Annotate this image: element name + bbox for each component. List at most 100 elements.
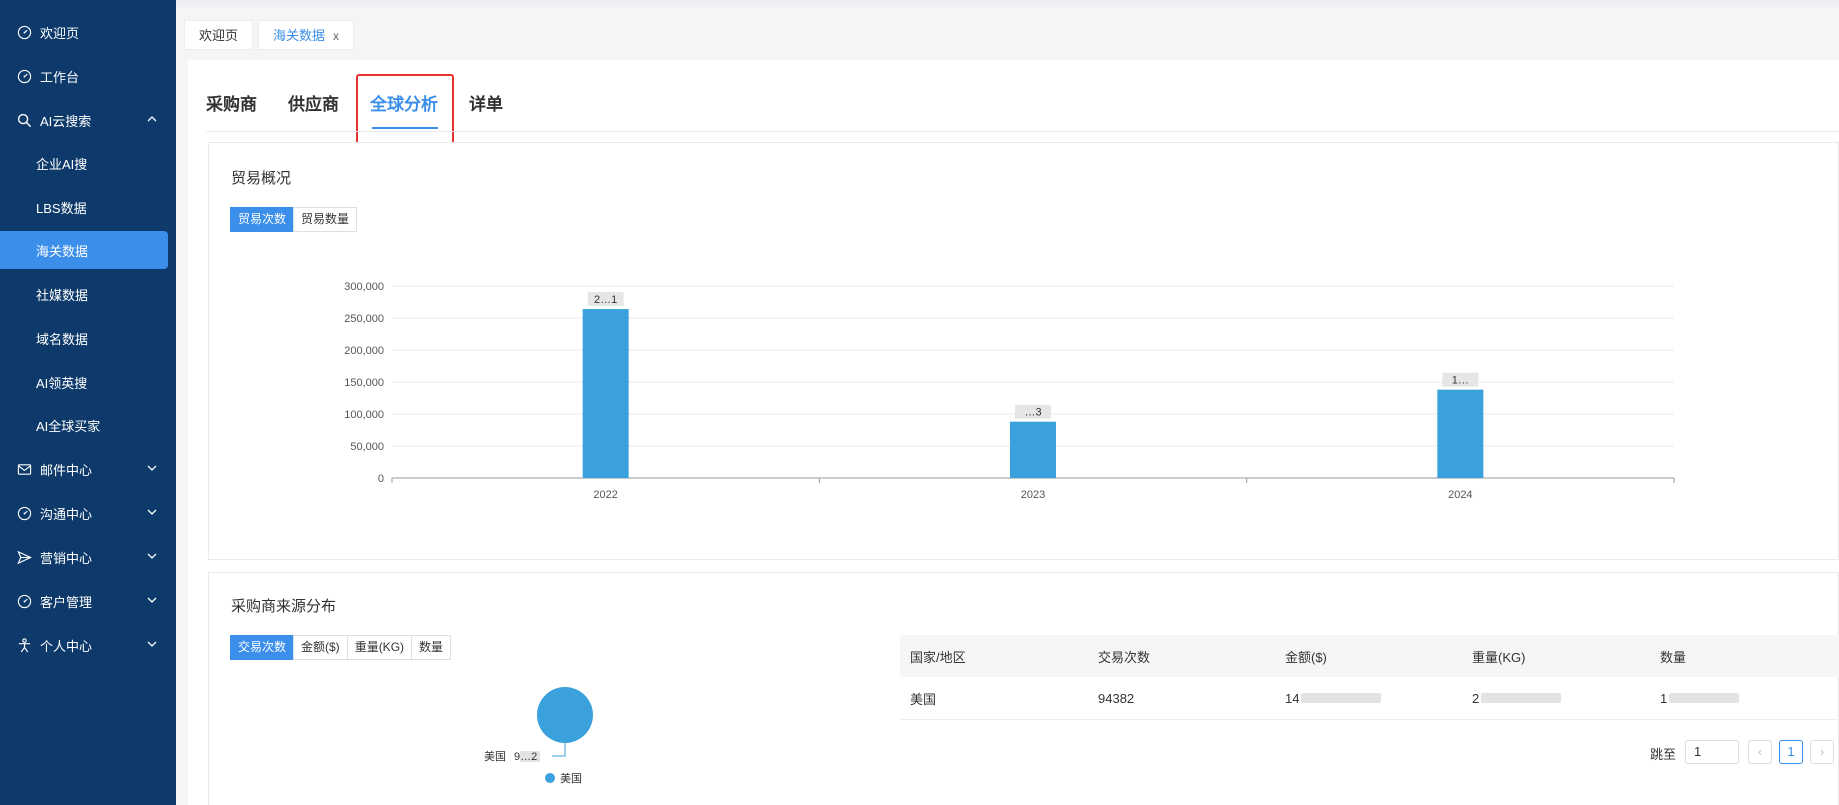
- redacted-value: [1301, 693, 1382, 703]
- btn-trade-quantity[interactable]: 贸易数量: [293, 207, 358, 232]
- sidebar-item-label: 邮件中心: [40, 462, 93, 478]
- chevron-up-icon: [147, 116, 157, 122]
- btn-amount[interactable]: 金额($): [293, 635, 348, 660]
- sidebar-item-welcome[interactable]: 欢迎页: [0, 13, 176, 51]
- btn-transaction-count[interactable]: 交易次数: [230, 635, 295, 660]
- col-weight: 重量(KG): [1472, 649, 1526, 665]
- tab-global-analysis[interactable]: 全球分析: [370, 95, 438, 114]
- mail-icon: [16, 461, 32, 477]
- sidebar-item-label: 营销中心: [40, 550, 93, 566]
- tab-suppliers[interactable]: 供应商: [288, 95, 339, 114]
- y-tick-label: 150,000: [344, 377, 384, 389]
- search-icon: [16, 112, 32, 128]
- y-tick-label: 50,000: [350, 441, 384, 453]
- col-quantity: 数量: [1660, 649, 1687, 665]
- tag-bar: 欢迎页 海关数据 x: [176, 0, 1839, 56]
- sidebar-sub-linkedin[interactable]: AI领英搜: [0, 363, 176, 401]
- sidebar-item-customers[interactable]: 客户管理: [0, 582, 176, 620]
- dashboard-icon: [16, 505, 32, 521]
- tag-customs[interactable]: 海关数据 x: [258, 20, 355, 50]
- sidebar-item-marketing[interactable]: 营销中心: [0, 538, 176, 576]
- sidebar-sub-global-buyers[interactable]: AI全球买家: [0, 406, 176, 444]
- bar-value-label: 2…1: [594, 294, 617, 306]
- chevron-down-icon: [147, 553, 157, 559]
- bar-value-label: …3: [1024, 407, 1041, 419]
- table-header: 国家/地区 交易次数 金额($) 重量(KG) 数量: [900, 635, 1839, 677]
- btn-trade-count[interactable]: 贸易次数: [230, 207, 295, 232]
- page-1-button[interactable]: 1: [1779, 740, 1803, 764]
- chevron-down-icon: [147, 641, 157, 647]
- legend-label[interactable]: 美国: [560, 772, 582, 785]
- sidebar-sub-lbs[interactable]: LBS数据: [0, 188, 176, 226]
- buyer-source-pie: 美国 9…2 美国: [484, 687, 593, 785]
- cell-amount-value: 14: [1285, 690, 1300, 706]
- sidebar-item-personal[interactable]: 个人中心: [0, 626, 176, 664]
- sidebar-item-communication[interactable]: 沟通中心: [0, 494, 176, 532]
- buyer-source-card: 采购商来源分布 交易次数 金额($) 重量(KG) 数量: [208, 572, 1839, 805]
- sidebar-item-workbench[interactable]: 工作台: [0, 57, 176, 95]
- sidebar-sub-domain[interactable]: 域名数据: [0, 319, 176, 357]
- x-tick-label: 2024: [1448, 489, 1472, 501]
- sidebar: 欢迎页 工作台 AI云搜索 企业AI搜 LBS数据 海关数据 社媒数据 域名数据…: [0, 0, 176, 805]
- trade-overview-card: 贸易概况 贸易次数 贸易数量: [208, 142, 1839, 560]
- cell-quantity-value: 1: [1660, 690, 1668, 706]
- tabs-divider: [206, 131, 1839, 132]
- jump-input[interactable]: 1: [1685, 740, 1739, 764]
- sidebar-item-mail[interactable]: 邮件中心: [0, 450, 176, 488]
- tab-active-underline: [372, 127, 438, 129]
- dashboard-icon: [16, 24, 32, 40]
- y-tick-label: 0: [378, 473, 384, 485]
- bar-value-label: 1…: [1452, 375, 1469, 387]
- bar-2023[interactable]: [1010, 421, 1056, 478]
- prev-page-button[interactable]: ‹: [1748, 740, 1772, 764]
- tab-details[interactable]: 详单: [469, 95, 503, 114]
- chart-x-ticks: 2022 2023 2024: [593, 489, 1472, 501]
- btn-weight[interactable]: 重量(KG): [346, 635, 413, 660]
- sidebar-item-label: 工作台: [40, 69, 80, 85]
- pie-label-blur: [520, 751, 540, 762]
- chart-y-ticks: 0 50,000 100,000 150,000 200,000 250,000 300,0…: [344, 281, 384, 485]
- redacted-value: [1669, 693, 1740, 703]
- chevron-down-icon: [147, 465, 157, 471]
- pie-label-value: 9…2: [514, 751, 537, 763]
- y-tick-label: 200,000: [344, 345, 384, 357]
- sidebar-sub-label: 企业AI搜: [36, 156, 88, 172]
- col-country: 国家/地区: [910, 649, 966, 665]
- sidebar-sub-label: AI全球买家: [36, 418, 101, 434]
- cell-country: 美国: [910, 691, 937, 707]
- bar-value-redacted: [1015, 404, 1051, 419]
- bar-value-redacted: [587, 292, 624, 307]
- bar-2024[interactable]: [1437, 389, 1484, 478]
- close-icon[interactable]: x: [333, 29, 340, 43]
- sidebar-sub-customs[interactable]: 海关数据: [0, 231, 168, 269]
- sidebar-sub-enterprise-ai[interactable]: 企业AI搜: [0, 144, 176, 182]
- sidebar-sub-social[interactable]: 社媒数据: [0, 275, 176, 313]
- col-count: 交易次数: [1098, 649, 1151, 665]
- btn-quantity[interactable]: 数量: [411, 635, 452, 660]
- sidebar-item-ai-search[interactable]: AI云搜索: [0, 101, 176, 139]
- sidebar-item-label: 客户管理: [40, 594, 93, 610]
- cell-amount: 14: [1285, 677, 1382, 719]
- sidebar-item-label: AI云搜索: [40, 113, 92, 129]
- jump-label: 跳至: [1650, 747, 1677, 762]
- y-tick-label: 250,000: [344, 313, 384, 325]
- tab-buyers[interactable]: 采购商: [206, 95, 257, 114]
- trade-bar-chart: 0 50,000 100,000 150,000 200,000 250,000 300,0…: [344, 281, 1675, 501]
- table-row[interactable]: 美国 94382 14 2 1: [900, 677, 1839, 720]
- tag-label: 海关数据: [273, 28, 326, 43]
- chart-bars: 2…1 …3 1…: [582, 292, 1484, 478]
- sidebar-sub-label: 社媒数据: [36, 287, 89, 303]
- chevron-down-icon: [147, 597, 157, 603]
- dashboard-icon: [16, 68, 32, 84]
- sidebar-sub-label: AI领英搜: [36, 375, 88, 391]
- cell-weight-value: 2: [1472, 690, 1480, 706]
- x-tick-label: 2023: [1021, 489, 1045, 501]
- sidebar-item-label: 沟通中心: [40, 506, 93, 522]
- next-page-button[interactable]: ›: [1810, 740, 1834, 764]
- sidebar-item-label: 欢迎页: [40, 25, 80, 41]
- pie-slice-usa[interactable]: [537, 687, 593, 743]
- bar-2022[interactable]: [582, 309, 629, 478]
- y-tick-label: 100,000: [344, 409, 384, 421]
- tag-welcome[interactable]: 欢迎页: [184, 20, 254, 50]
- col-amount: 金额($): [1285, 649, 1327, 665]
